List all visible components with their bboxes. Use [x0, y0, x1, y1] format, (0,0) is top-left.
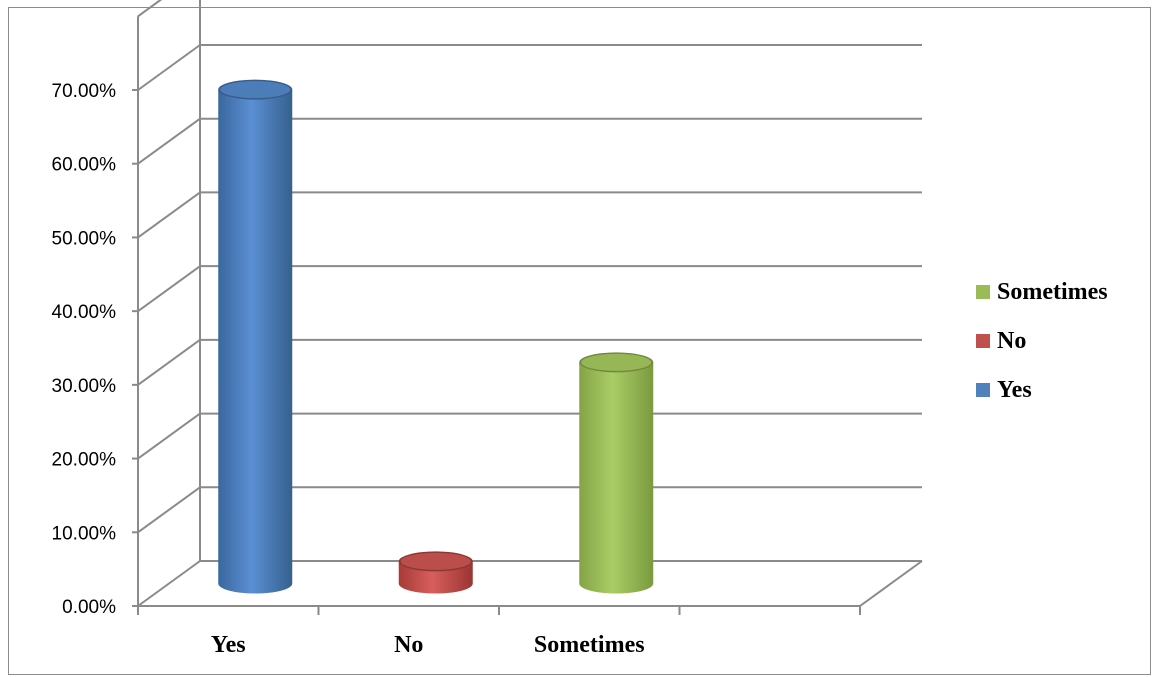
chart-frame — [8, 7, 1151, 675]
y-tick-label: 10.00% — [52, 523, 117, 544]
y-tick-label: 70.00% — [52, 81, 117, 102]
y-tick-label: 50.00% — [52, 228, 117, 249]
x-axis-ticks: Yes No Sometimes — [137, 606, 861, 658]
gridline-diagonal — [137, 412, 201, 460]
gridline-diagonal — [137, 560, 201, 607]
gridline-diagonal — [137, 191, 201, 239]
y-tick-label: 60.00% — [52, 155, 117, 176]
legend-swatch — [976, 285, 990, 299]
bar-body — [579, 362, 654, 594]
floor-edge — [859, 560, 923, 607]
x-tick-label: Sometimes — [534, 632, 645, 658]
legend-item: Yes — [976, 377, 1032, 403]
legend-label: Sometimes — [997, 279, 1108, 305]
legend-label: No — [997, 328, 1026, 354]
bars — [218, 79, 654, 594]
x-tick-label: Yes — [211, 632, 246, 658]
y-tick-label: 0.00% — [62, 597, 116, 618]
legend-swatch — [976, 334, 990, 348]
gridline-diagonal — [137, 0, 163, 18]
legend-swatch — [976, 383, 990, 397]
gridline-diagonal — [137, 117, 201, 165]
legend: Sometimes No Yes — [976, 279, 1108, 403]
x-tick-label: No — [394, 632, 423, 658]
bar-top-highlight — [581, 353, 652, 371]
legend-item: Sometimes — [976, 279, 1108, 305]
gridline-diagonal — [137, 339, 201, 386]
gridline-diagonal — [137, 44, 201, 91]
bar-sometimes — [579, 352, 654, 594]
bar-body — [218, 89, 293, 594]
bar-no — [398, 551, 473, 594]
y-tick-label: 40.00% — [52, 302, 117, 323]
y-tick-label: 30.00% — [52, 376, 117, 397]
y-tick-label: 20.00% — [52, 450, 117, 471]
legend-item: No — [976, 328, 1026, 354]
legend-label: Yes — [997, 377, 1032, 403]
bar-top-highlight — [220, 81, 291, 99]
gridline-diagonal — [137, 265, 201, 312]
bar-top-highlight — [400, 552, 471, 570]
gridline-diagonal — [137, 486, 201, 534]
bar-yes — [218, 79, 293, 594]
y-axis-ticks: 0.00% 10.00% 20.00% 30.00% 40.00% 50.00% 60.00… — [52, 81, 138, 618]
